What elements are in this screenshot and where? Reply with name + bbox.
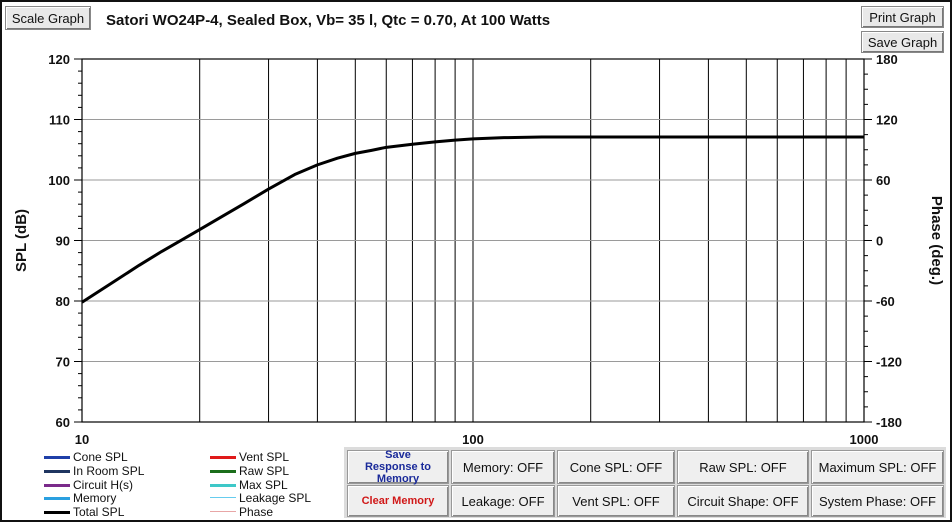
legend-label: Vent SPL [239,450,290,464]
save-response-label: Save Response to Memory [364,449,431,485]
legend-swatch [44,469,70,473]
legend-swatch [44,511,70,515]
system-phase-toggle[interactable]: System Phase: OFF [811,485,944,517]
memory-toggle[interactable]: Memory: OFF [451,450,555,484]
legend-label: Memory [73,491,117,506]
graph-title: Satori WO24P-4, Sealed Box, Vb= 35 l, Qt… [106,12,551,29]
leakage-toggle[interactable]: Leakage: OFF [451,485,555,517]
legend-swatch [210,456,236,459]
clear-memory-button[interactable]: Clear Memory [347,485,449,517]
legend-swatch [44,456,70,459]
save-response-button[interactable]: Save Response to Memory [347,449,449,485]
vent-spl-toggle[interactable]: Vent SPL: OFF [557,485,675,517]
legend-swatch [44,483,70,487]
print-graph-button[interactable]: Print Graph [861,6,944,28]
legend-label: Max SPL [239,477,288,492]
legend-swatch [210,483,236,487]
save-graph-button[interactable]: Save Graph [861,31,944,53]
cone-spl-toggle[interactable]: Cone SPL: OFF [557,450,675,484]
legend-label: Total SPL [73,505,125,520]
scale-graph-button[interactable]: Scale Graph [5,6,91,30]
legend-swatch [210,469,236,473]
legend-swatch [210,511,236,513]
legend-label: Circuit H(s) [73,477,133,492]
legend-label: In Room SPL [73,463,145,478]
legend-label: Leakage SPL [239,491,312,506]
raw-spl-toggle[interactable]: Raw SPL: OFF [677,450,809,484]
legend-swatch [210,497,236,499]
legend-label: Phase [239,505,274,520]
circuit-shape-toggle[interactable]: Circuit Shape: OFF [677,485,809,517]
legend-swatch [44,497,70,501]
legend-label: Cone SPL [73,450,128,464]
maximum-spl-toggle[interactable]: Maximum SPL: OFF [811,450,944,484]
legend-label: Raw SPL [239,463,290,478]
control-panel: Save Response to Memory Clear Memory Mem… [344,447,946,518]
